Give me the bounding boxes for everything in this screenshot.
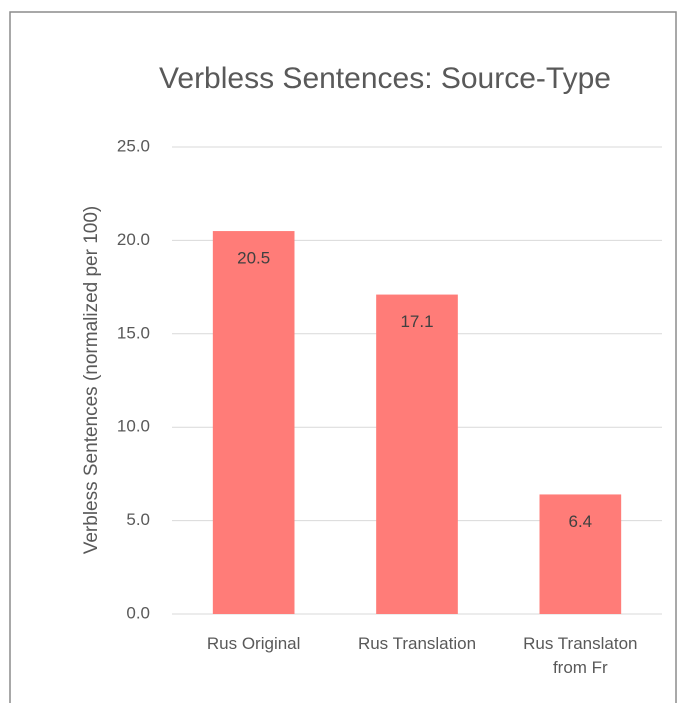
data-label: 17.1 bbox=[400, 312, 433, 331]
bar bbox=[376, 294, 458, 614]
y-tick-label: 20.0 bbox=[117, 230, 150, 249]
y-tick-label: 10.0 bbox=[117, 417, 150, 436]
x-tick-label: Rus Translaton from Fr bbox=[523, 634, 638, 677]
data-label: 6.4 bbox=[569, 512, 593, 531]
bar bbox=[212, 231, 295, 614]
x-tick-label: Rus Translation bbox=[357, 634, 477, 653]
x-tick-label: Rus Original bbox=[206, 634, 301, 653]
y-axis-label: Verbless Sentences (normalized per 100) bbox=[81, 206, 102, 555]
data-label: 20.5 bbox=[237, 249, 270, 268]
y-tick-label: 15.0 bbox=[117, 323, 150, 342]
y-tick-label: 0.0 bbox=[126, 603, 150, 622]
bar bbox=[539, 494, 622, 614]
y-tick-label: 5.0 bbox=[126, 510, 150, 529]
chart-title: Verbless Sentences: Source-Type bbox=[159, 62, 611, 95]
y-tick-label: 25.0 bbox=[117, 136, 150, 155]
